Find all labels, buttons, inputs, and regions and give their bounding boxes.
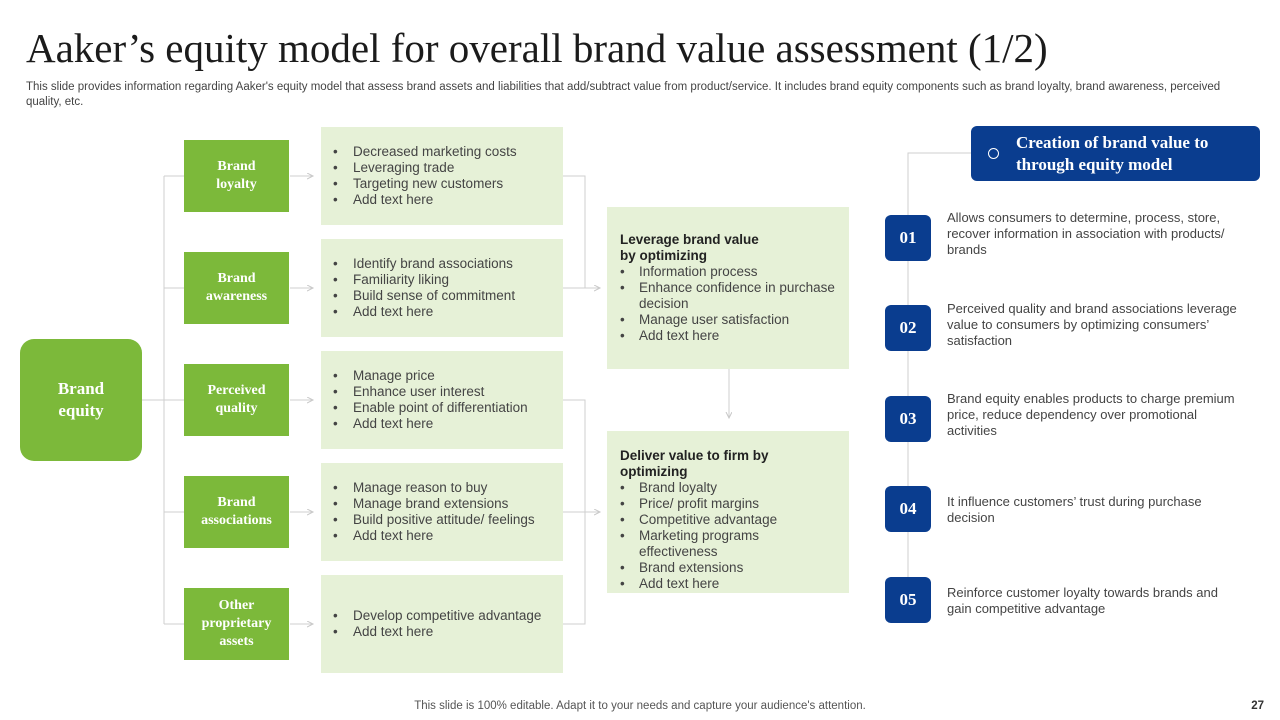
step-text-02: Perceived quality and brand associations… [947, 301, 1237, 348]
leverage-brand-value-box: Leverage brand value by optimizing Infor… [607, 207, 849, 369]
step-text-03: Brand equity enables products to charge … [947, 391, 1235, 438]
bullet-item: Targeting new customers [333, 176, 563, 192]
leverage-title-line1: Leverage brand value [620, 232, 759, 247]
bullet-item: Familiarity liking [333, 272, 563, 288]
circle-icon [988, 148, 999, 159]
panel-brand-associations: Manage reason to buy Manage brand extens… [321, 463, 563, 561]
component-label-line: loyalty [216, 177, 257, 192]
bullet-item: Manage brand extensions [333, 496, 563, 512]
component-label-line: proprietary [201, 616, 272, 631]
bullet-item: Develop competitive advantage [333, 608, 563, 624]
step-number-02: 02 [885, 305, 931, 351]
creation-line2: through equity model [1016, 155, 1173, 174]
bullet-item: Add text here [620, 576, 839, 592]
step-number-04: 04 [885, 486, 931, 532]
creation-of-brand-value-header: Creation of brand value to through equity… [971, 126, 1260, 181]
component-label-line: Brand [217, 159, 256, 174]
bullet-item: Build positive attitude/ feelings [333, 512, 563, 528]
step-text-01: Allows consumers to determine, process, … [947, 210, 1225, 257]
deliver-title: Deliver value to firm by optimizing [620, 448, 769, 479]
bullet-item: Enhance user interest [333, 384, 563, 400]
component-brand-loyalty: Brand loyalty [184, 140, 289, 212]
slide-title: Aaker’s equity model for overall brand v… [26, 25, 1048, 71]
bullet-item: Price/ profit margins [620, 496, 839, 512]
component-other-proprietary-assets: Other proprietary assets [184, 588, 289, 660]
bullet-item: Manage price [333, 368, 563, 384]
bullet-item: Manage reason to buy [333, 480, 563, 496]
brand-equity-label-line2: equity [58, 401, 104, 420]
brand-equity-box: Brand equity [20, 339, 142, 461]
bullet-item: Add text here [333, 528, 563, 544]
component-label-line: associations [201, 513, 272, 528]
component-label-line: Brand [217, 495, 256, 510]
bullet-item: Competitive advantage [620, 512, 839, 528]
component-perceived-quality: Perceived quality [184, 364, 289, 436]
component-label-line: quality [215, 401, 258, 416]
bullet-item: Add text here [620, 328, 839, 344]
brand-equity-label-line1: Brand [57, 379, 105, 398]
panel-other-proprietary-assets: Develop competitive advantage Add text h… [321, 575, 563, 673]
step-text-04: It influence customers’ trust during pur… [947, 494, 1202, 525]
bullet-item: Information process [620, 264, 839, 280]
bullet-item: Leveraging trade [333, 160, 563, 176]
panel-perceived-quality: Manage price Enhance user interest Enabl… [321, 351, 563, 449]
component-label-line: Other [218, 598, 255, 613]
bullet-item: Decreased marketing costs [333, 144, 563, 160]
bullet-item: Add text here [333, 624, 563, 640]
page-number: 27 [1251, 700, 1264, 712]
deliver-value-box: Deliver value to firm by optimizing Bran… [607, 431, 849, 593]
bullet-item: Brand loyalty [620, 480, 839, 496]
component-label-line: Brand [217, 271, 256, 286]
component-brand-awareness: Brand awareness [184, 252, 289, 324]
component-label-line: awareness [205, 289, 268, 304]
step-number-03: 03 [885, 396, 931, 442]
component-brand-associations: Brand associations [184, 476, 289, 548]
bullet-item: Build sense of commitment [333, 288, 563, 304]
bullet-item: Enable point of differentiation [333, 400, 563, 416]
bullet-item: Add text here [333, 192, 563, 208]
panel-brand-awareness: Identify brand associations Familiarity … [321, 239, 563, 337]
bullet-item: Identify brand associations [333, 256, 563, 272]
component-label-line: assets [219, 634, 254, 649]
creation-line1: Creation of brand value to [1016, 133, 1209, 152]
step-number-01: 01 [885, 215, 931, 261]
step-text-05: Reinforce customer loyalty towards brand… [947, 585, 1218, 616]
panel-brand-loyalty: Decreased marketing costs Leveraging tra… [321, 127, 563, 225]
bullet-item: Add text here [333, 416, 563, 432]
bullet-item: Brand extensions [620, 560, 839, 576]
bullet-item: Manage user satisfaction [620, 312, 839, 328]
bullet-item: Marketing programs effectiveness [620, 528, 839, 560]
leverage-title-line2: by optimizing [620, 248, 707, 263]
slide-subtitle: This slide provides information regardin… [26, 81, 1221, 108]
step-number-05: 05 [885, 577, 931, 623]
component-label-line: Perceived [207, 383, 266, 398]
bullet-item: Add text here [333, 304, 563, 320]
bullet-item: Enhance confidence in purchase decision [620, 280, 839, 312]
footer-note: This slide is 100% editable. Adapt it to… [414, 700, 866, 712]
